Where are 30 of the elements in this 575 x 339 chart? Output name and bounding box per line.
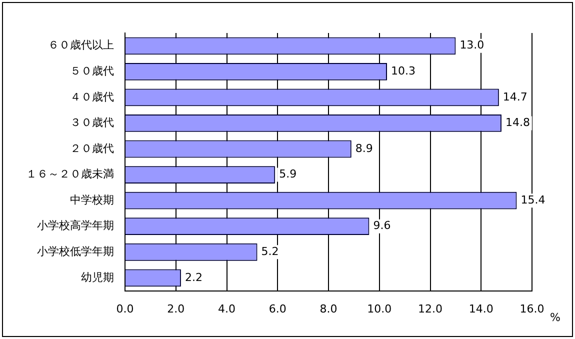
data-label: 2.2 (184, 270, 202, 284)
data-label: 13.0 (460, 38, 484, 52)
x-tick-label: 16.0 (520, 302, 544, 316)
data-label: 5.2 (261, 244, 279, 258)
x-axis-title: % (550, 310, 560, 324)
y-tick-label: ４０歳代 (70, 90, 114, 104)
x-tick-label: 14.0 (468, 302, 494, 316)
data-label: 14.7 (502, 90, 528, 104)
y-tick-label: ３０歳代 (70, 116, 114, 130)
y-tick-label: 小学校低学年期 (37, 244, 114, 258)
data-label: 14.8 (505, 116, 530, 130)
x-tick-label: 0.0 (116, 302, 134, 316)
x-tick-label: 6.0 (268, 302, 286, 316)
y-tick-label: 中学校期 (70, 193, 114, 206)
data-label: 9.6 (373, 219, 391, 232)
data-label: 15.4 (520, 193, 546, 206)
y-tick-label: 小学校高学年期 (37, 219, 114, 232)
x-tick-label: 4.0 (218, 302, 236, 316)
y-tick-label: 幼児期 (81, 270, 114, 284)
y-tick-label: ６０歳代以上 (48, 38, 114, 52)
y-tick-label: １６～２０歳未満 (26, 168, 114, 181)
y-tick-label: ２０歳代 (70, 142, 114, 155)
data-label: 10.3 (391, 64, 416, 78)
data-label: 8.9 (355, 142, 373, 155)
x-tick-label: 12.0 (418, 302, 442, 316)
data-label: 5.9 (279, 168, 297, 181)
x-tick-label: 2.0 (167, 302, 185, 316)
x-tick-label: 10.0 (367, 302, 392, 316)
x-tick-label: 8.0 (320, 302, 338, 316)
y-tick-label: ５０歳代 (70, 64, 114, 78)
